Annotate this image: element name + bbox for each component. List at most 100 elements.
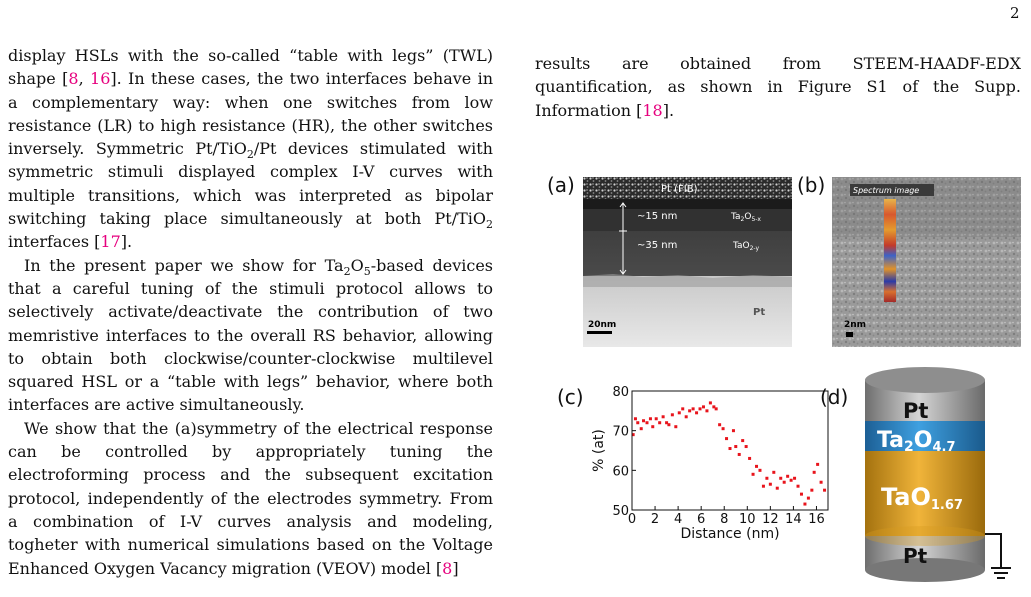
- x-axis-label: Distance (nm): [680, 526, 779, 542]
- data-point: [741, 439, 745, 443]
- data-point: [772, 470, 776, 474]
- data-point: [718, 423, 722, 427]
- data-point: [712, 405, 716, 409]
- data-point: [642, 419, 646, 423]
- tem-image-panel-a: Pt (FIB) ~15 nm ~35 nm Ta2O5-x TaO2-y Pt…: [583, 177, 792, 347]
- data-point: [819, 480, 823, 484]
- ground-symbol: [985, 533, 1011, 579]
- data-point: [765, 476, 769, 480]
- data-point: [633, 417, 637, 421]
- data-point: [786, 474, 790, 478]
- data-point: [658, 421, 662, 425]
- data-point: [708, 401, 712, 405]
- citation-link[interactable]: 18: [642, 100, 663, 120]
- label-ta2o47: Ta2O4.7: [877, 428, 956, 455]
- data-point: [761, 484, 765, 488]
- data-point: [744, 445, 748, 449]
- data-point: [631, 433, 635, 437]
- scale-bar-label-a: 20nm: [588, 320, 616, 330]
- data-point: [667, 423, 671, 427]
- scale-bar-label-b: 2nm: [844, 320, 866, 330]
- data-point: [751, 472, 755, 476]
- y-tick-label: 60: [612, 464, 629, 479]
- plot-frame: [631, 390, 829, 511]
- scale-bar-b: [846, 332, 853, 337]
- data-point: [810, 488, 814, 492]
- spectrum-strip: [884, 199, 896, 302]
- data-point: [806, 496, 810, 500]
- data-point: [779, 476, 783, 480]
- data-point: [823, 488, 827, 492]
- data-point: [677, 411, 681, 415]
- data-point: [728, 447, 732, 451]
- paragraph-right: results are obtained from STEEM-HAADF-ED…: [535, 54, 1021, 120]
- data-point: [688, 409, 692, 413]
- layer-schematic-panel-d: Pt Ta2O4.7 TaO1.67 Pt: [855, 360, 1031, 590]
- data-point: [731, 429, 735, 433]
- data-point: [721, 427, 725, 431]
- data-point: [698, 407, 702, 411]
- data-point: [691, 407, 695, 411]
- data-point: [758, 468, 762, 472]
- cylinder-base: [865, 558, 985, 582]
- left-column: display HSLs with the so-called “table w…: [8, 44, 493, 580]
- data-point: [670, 413, 674, 417]
- layer-tao: [865, 451, 985, 536]
- x-tick-label: 2: [651, 512, 659, 527]
- data-point: [714, 407, 718, 411]
- label-pt-bottom: Pt: [903, 544, 928, 568]
- data-point: [782, 480, 786, 484]
- label-tao2y: TaO2-y: [732, 241, 759, 252]
- citation-link[interactable]: 8: [68, 69, 79, 89]
- label-thickness-35: ~35 nm: [637, 240, 677, 251]
- label-pt-top: Pt: [903, 399, 928, 423]
- data-point: [799, 492, 803, 496]
- citation-link[interactable]: 8: [442, 558, 453, 578]
- data-point: [651, 425, 655, 429]
- label-pt-fib: Pt (FIB): [661, 184, 698, 195]
- data-point: [789, 478, 793, 482]
- data-point: [681, 407, 685, 411]
- data-point: [725, 437, 729, 441]
- label-thickness-15: ~15 nm: [637, 211, 677, 222]
- data-point: [816, 462, 820, 466]
- label-pt-bottom: Pt: [753, 307, 765, 318]
- panel-label-a: (a): [547, 173, 575, 197]
- x-tick-label: 12: [762, 512, 779, 527]
- y-tick-label: 80: [612, 385, 629, 400]
- label-tao167: TaO1.67: [881, 483, 963, 513]
- panel-label-b: (b): [797, 173, 826, 197]
- cylinder-top: [865, 367, 985, 393]
- x-tick-label: 6: [697, 512, 705, 527]
- right-column: results are obtained from STEEM-HAADF-ED…: [535, 52, 1021, 122]
- citation-link[interactable]: 17: [100, 232, 121, 252]
- data-point: [775, 486, 779, 490]
- x-tick-label: 16: [808, 512, 825, 527]
- panel-label-c: (c): [557, 385, 584, 409]
- scale-bar-a: [587, 331, 612, 334]
- label-ta2o5x: Ta2O5-x: [730, 212, 761, 223]
- x-tick-label: 4: [674, 512, 682, 527]
- data-point: [674, 425, 678, 429]
- paragraph-1: display HSLs with the so-called “table w…: [8, 46, 494, 252]
- spectrum-caption: Spectrum image: [853, 186, 919, 195]
- page-number: 2: [1010, 4, 1020, 22]
- data-point: [705, 409, 709, 413]
- data-point: [695, 411, 699, 415]
- data-point: [768, 482, 772, 486]
- data-point: [803, 502, 807, 506]
- data-point: [812, 470, 816, 474]
- data-point: [701, 405, 705, 409]
- paragraph-2: In the present paper we show for Ta2O5-b…: [8, 255, 494, 415]
- data-point: [654, 417, 658, 421]
- data-point: [648, 417, 652, 421]
- x-tick-label: 0: [628, 512, 636, 527]
- citation-link[interactable]: 16: [90, 69, 111, 89]
- paragraph-3: We show that the (a)symmetry of the elec…: [8, 418, 493, 578]
- data-point: [639, 427, 643, 431]
- data-point: [796, 484, 800, 488]
- x-tick-label: 10: [739, 512, 756, 527]
- data-point: [737, 452, 741, 456]
- layer-ta2o: [865, 421, 985, 451]
- data-point: [636, 421, 640, 425]
